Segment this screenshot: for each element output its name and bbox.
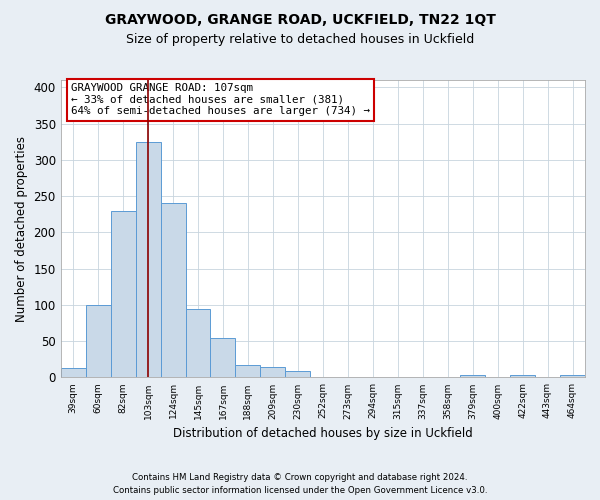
Bar xyxy=(185,308,211,378)
Bar xyxy=(86,305,110,378)
Bar xyxy=(161,204,185,378)
Bar xyxy=(136,142,161,378)
Bar xyxy=(235,365,260,378)
Bar xyxy=(61,368,86,378)
Text: Contains public sector information licensed under the Open Government Licence v3: Contains public sector information licen… xyxy=(113,486,487,495)
Bar xyxy=(110,210,136,378)
X-axis label: Distribution of detached houses by size in Uckfield: Distribution of detached houses by size … xyxy=(173,427,473,440)
Text: GRAYWOOD, GRANGE ROAD, UCKFIELD, TN22 1QT: GRAYWOOD, GRANGE ROAD, UCKFIELD, TN22 1Q… xyxy=(104,12,496,26)
Bar xyxy=(286,371,310,378)
Text: Contains HM Land Registry data © Crown copyright and database right 2024.: Contains HM Land Registry data © Crown c… xyxy=(132,472,468,482)
Y-axis label: Number of detached properties: Number of detached properties xyxy=(15,136,28,322)
Bar xyxy=(260,368,286,378)
Bar xyxy=(510,376,535,378)
Bar xyxy=(211,338,235,378)
Bar xyxy=(560,376,585,378)
Text: GRAYWOOD GRANGE ROAD: 107sqm
← 33% of detached houses are smaller (381)
64% of s: GRAYWOOD GRANGE ROAD: 107sqm ← 33% of de… xyxy=(71,83,370,116)
Bar xyxy=(460,376,485,378)
Text: Size of property relative to detached houses in Uckfield: Size of property relative to detached ho… xyxy=(126,32,474,46)
